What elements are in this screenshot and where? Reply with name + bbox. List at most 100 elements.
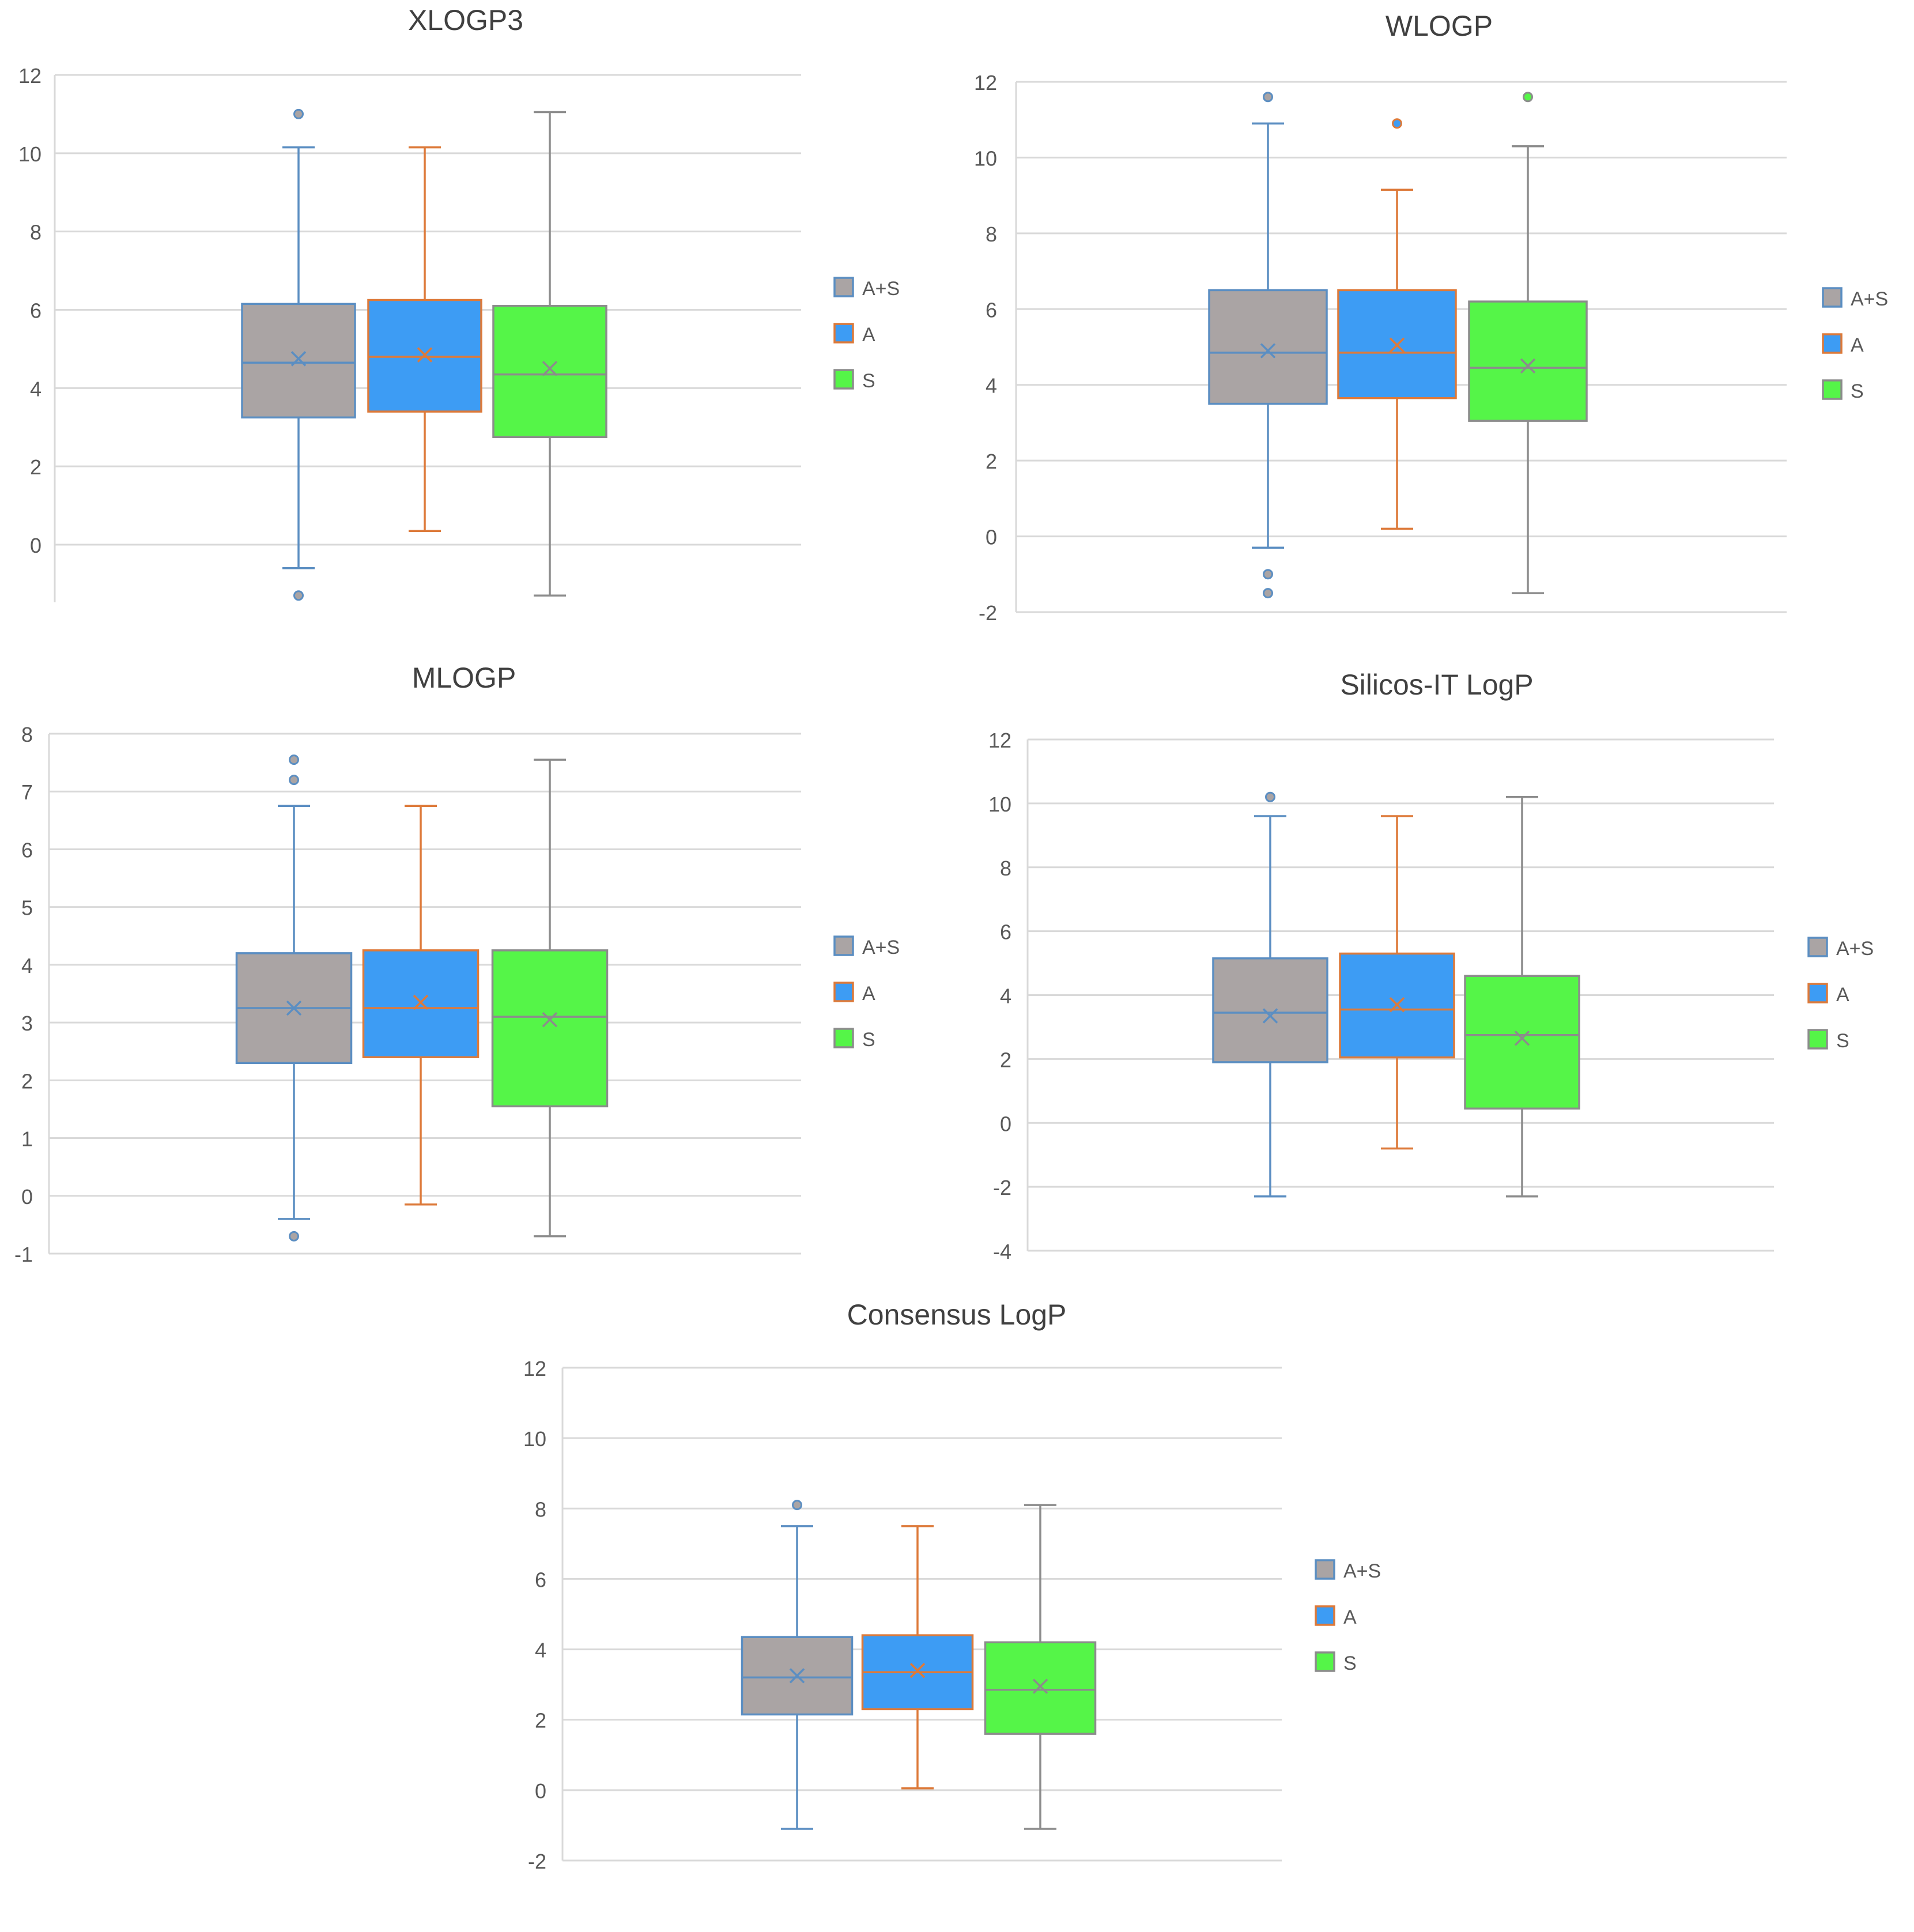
legend-swatch: [833, 369, 854, 390]
chart-panel: Silicos-IT LogP -4 -2 0 2 4 6 8 10 12 A+S A S: [988, 669, 1874, 1263]
legend-label: A: [1836, 984, 1849, 1006]
chart-title: WLOGP: [1386, 10, 1493, 42]
box-series-A+S: [241, 108, 356, 601]
box-series-A: [1337, 118, 1457, 530]
legend-label: S: [862, 1029, 875, 1051]
box-series-A+S: [1212, 791, 1328, 1198]
y-tick-label: 8: [1000, 856, 1011, 880]
y-tick-label: 12: [988, 729, 1011, 752]
box-series-S: [491, 759, 609, 1237]
iqr-box: [1208, 289, 1328, 405]
y-tick-label: 0: [30, 534, 41, 557]
y-tick-label: 8: [30, 221, 41, 244]
legend-swatch: [833, 277, 854, 297]
chart-title: Consensus LogP: [847, 1299, 1067, 1331]
y-tick-label: 10: [523, 1427, 546, 1451]
legend-swatch: [833, 982, 854, 1002]
y-tick-label: 1: [21, 1127, 33, 1151]
iqr-box: [1468, 300, 1588, 422]
box-series-S: [492, 111, 607, 597]
chart-title: MLOGP: [412, 662, 516, 694]
outlier-point: [1263, 588, 1273, 599]
y-tick-label: -2: [528, 1850, 546, 1873]
y-tick-label: 3: [21, 1012, 33, 1035]
legend-swatch: [1822, 333, 1843, 354]
box-series-A: [362, 805, 480, 1206]
box-series-A+S: [741, 1500, 854, 1830]
y-tick-label: 2: [986, 450, 997, 473]
legend-swatch: [833, 1028, 854, 1048]
legend-label: A+S: [1343, 1560, 1381, 1582]
y-tick-label: 0: [986, 526, 997, 549]
mean-marker: [542, 1012, 558, 1028]
outlier-point: [1392, 118, 1402, 129]
y-tick-label: -1: [14, 1243, 33, 1266]
mean-marker: [542, 361, 558, 376]
box-series-S: [1464, 796, 1580, 1198]
mean-marker: [789, 1668, 805, 1684]
y-tick-label: 6: [30, 299, 41, 323]
y-tick-label: 2: [1000, 1048, 1011, 1071]
legend-swatch: [1807, 1029, 1828, 1050]
y-tick-label: -4: [993, 1240, 1011, 1263]
legend-label: S: [862, 370, 875, 392]
outlier-point: [289, 775, 299, 786]
mean-marker: [413, 994, 429, 1010]
mean-marker: [1260, 343, 1276, 359]
chart-title: Silicos-IT LogP: [1340, 669, 1533, 701]
legend-swatch: [1807, 937, 1828, 957]
outlier-point: [1265, 791, 1275, 802]
iqr-box: [1464, 975, 1580, 1110]
box-series-A: [1339, 815, 1455, 1150]
y-tick-label: 12: [18, 64, 41, 88]
chart-panel: XLOGP3 0 2 4 6 8 10 12 A+S A S: [18, 4, 900, 602]
legend-swatch: [1822, 287, 1843, 308]
box-series-A+S: [1208, 92, 1328, 599]
y-tick-label: 8: [535, 1497, 546, 1521]
y-tick-label: 10: [974, 146, 997, 170]
y-tick-label: 10: [988, 793, 1011, 816]
legend-label: A+S: [862, 937, 900, 959]
y-tick-label: 6: [21, 838, 33, 862]
mean-marker: [1520, 358, 1536, 374]
mean-marker: [1514, 1031, 1530, 1046]
y-tick-label: 0: [21, 1185, 33, 1209]
legend-swatch: [833, 323, 854, 344]
y-tick-label: 4: [535, 1639, 546, 1662]
outlier-point: [289, 754, 299, 765]
mean-marker: [1389, 337, 1405, 353]
legend-label: S: [1836, 1030, 1849, 1052]
legend-swatch: [1315, 1651, 1335, 1672]
legend-swatch: [1315, 1559, 1335, 1580]
outlier-point: [1263, 569, 1273, 580]
outlier-point: [1523, 92, 1533, 103]
y-tick-label: 6: [535, 1568, 546, 1591]
y-tick-label: 4: [986, 374, 997, 398]
y-tick-label: 5: [21, 896, 33, 920]
chart-panel: MLOGP -1 0 1 2 3 4 5 6 7 8 A+S A S: [14, 662, 900, 1266]
y-tick-label: 2: [535, 1709, 546, 1733]
y-tick-label: 7: [21, 780, 33, 804]
outlier-point: [289, 1231, 299, 1242]
box-series-A: [861, 1525, 974, 1790]
y-tick-label: 0: [535, 1779, 546, 1803]
box-series-A: [367, 146, 482, 532]
mean-marker: [1389, 997, 1405, 1013]
y-tick-label: 12: [974, 71, 997, 95]
chart-panel: Consensus LogP -2 0 2 4 6 8 10 12 A+S A S: [523, 1299, 1381, 1873]
outlier-point: [792, 1500, 802, 1511]
chart-title: XLOGP3: [408, 4, 523, 36]
mean-marker: [909, 1662, 926, 1678]
mean-marker: [1032, 1678, 1048, 1694]
box-series-A+S: [235, 754, 353, 1242]
legend-label: A+S: [1836, 938, 1874, 960]
legend-swatch: [833, 935, 854, 956]
y-tick-label: 8: [986, 222, 997, 246]
legend-swatch: [1315, 1605, 1335, 1626]
box-series-S: [1468, 92, 1588, 594]
iqr-box: [492, 304, 607, 438]
y-tick-label: 2: [30, 455, 41, 479]
y-tick-label: 8: [21, 723, 33, 746]
y-tick-label: 12: [523, 1357, 546, 1380]
